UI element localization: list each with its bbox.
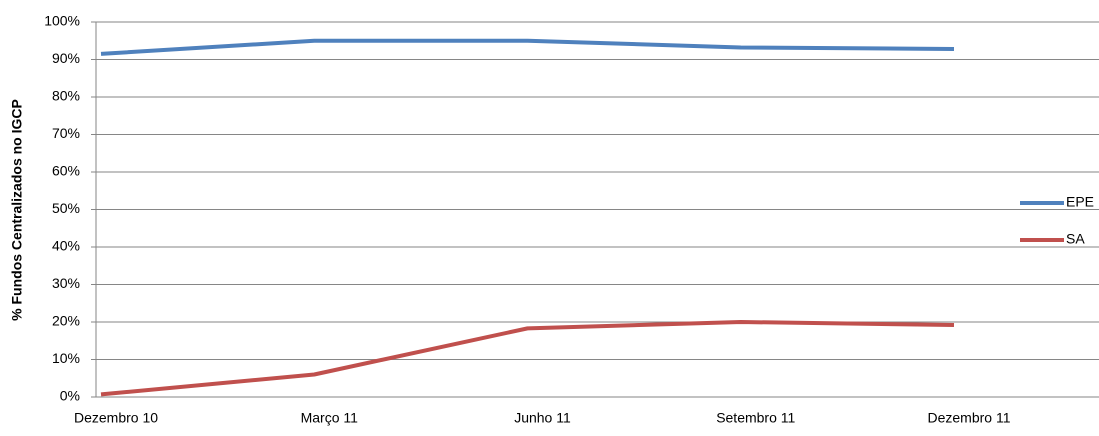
legend-label: EPE [1066, 194, 1094, 210]
y-tick-label: 70% [52, 125, 80, 141]
series-line [100, 320, 955, 397]
y-tick-label: 30% [52, 275, 80, 291]
x-tick-label: Março 11 [301, 410, 359, 426]
y-tick-label: 40% [52, 238, 80, 254]
x-tick-label: Dezembro 10 [74, 410, 158, 426]
y-tick-label: 100% [44, 13, 80, 29]
y-tick-label: 90% [52, 50, 80, 66]
legend-label: SA [1066, 231, 1085, 247]
y-tick-label: 60% [52, 163, 80, 179]
x-tick-label: Dezembro 11 [927, 410, 1010, 426]
y-tick-label: 50% [52, 200, 80, 216]
y-tick-label: 10% [52, 350, 80, 366]
x-tick-label: Junho 11 [514, 410, 571, 426]
series-line [100, 38, 955, 56]
y-axis-label: % Fundos Centralizados no IGCP [9, 99, 25, 321]
y-tick-label: 0% [60, 388, 80, 404]
y-tick-label: 20% [52, 313, 80, 329]
y-tick-label: 80% [52, 88, 80, 104]
x-tick-label: Setembro 11 [716, 410, 795, 426]
